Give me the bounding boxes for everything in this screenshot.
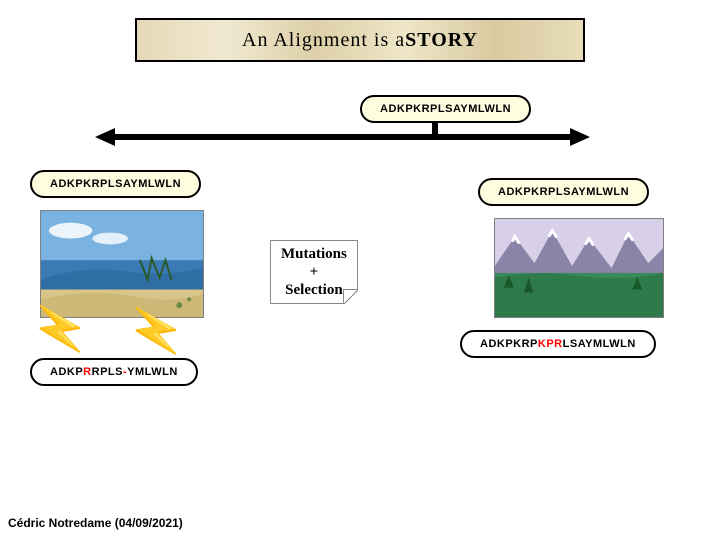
footer-credit: Cédric Notredame (04/09/2021) xyxy=(8,516,183,530)
environment-mountains xyxy=(494,218,664,318)
mutation-selection-label: Mutations + Selection xyxy=(270,240,358,304)
sequence-right-copy: ADKPKRPLSAYMLWLN xyxy=(478,178,649,206)
title-prefix: An Alignment is a xyxy=(242,29,405,52)
seq-text: ADKPKRPLSAYMLWLN xyxy=(50,178,181,190)
footer-author: Cédric Notredame xyxy=(8,516,111,530)
seq-frag: RPLS xyxy=(92,366,123,378)
footer-date: (04/09/2021) xyxy=(115,516,183,530)
seq-frag: ADKP xyxy=(50,366,83,378)
title-banner: An Alignment is a STORY xyxy=(135,18,585,62)
sequence-mutated-right: ADKPKRPKPRLSAYMLWLN xyxy=(460,330,656,358)
seq-frag: ADKPKRP xyxy=(480,338,538,350)
title-emphasis: STORY xyxy=(405,29,478,52)
mutbox-line3: Selection xyxy=(281,281,347,299)
arrow-head-right xyxy=(570,128,590,146)
arrow-line xyxy=(113,134,572,140)
mountain-illustration xyxy=(495,219,663,317)
mutbox-line2: + xyxy=(281,263,347,281)
lightning-icon: ⚡ xyxy=(26,295,95,362)
seq-mutation: R xyxy=(83,366,91,378)
sequence-ancestor: ADKPKRPLSAYMLWLN xyxy=(360,95,531,123)
arrow-head-left xyxy=(95,128,115,146)
seq-insertion: KPR xyxy=(538,338,563,350)
mutbox-line1: Mutations xyxy=(281,245,347,263)
seq-text: ADKPKRPLSAYMLWLN xyxy=(380,103,511,115)
sequence-left-copy: ADKPKRPLSAYMLWLN xyxy=(30,170,201,198)
seq-frag: YMLWLN xyxy=(127,366,178,378)
seq-frag: LSAYMLWLN xyxy=(563,338,636,350)
lightning-icon: ⚡ xyxy=(122,297,191,364)
sequence-mutated-left: ADKPRRPLS-YMLWLN xyxy=(30,358,198,386)
seq-text: ADKPKRPLSAYMLWLN xyxy=(498,186,629,198)
